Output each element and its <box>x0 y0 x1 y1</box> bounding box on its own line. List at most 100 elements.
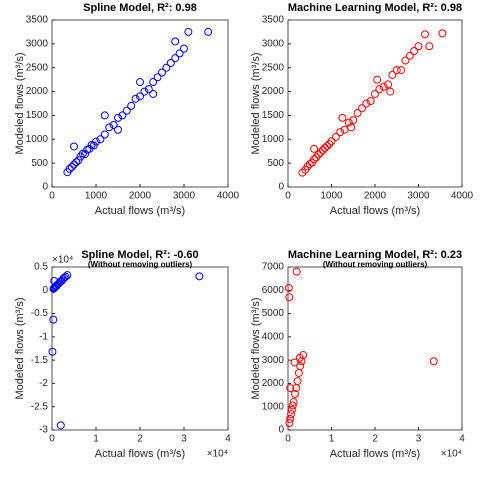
point <box>295 353 304 362</box>
y-tick-label: 0 <box>42 285 48 296</box>
point <box>349 116 358 125</box>
axes-box <box>51 266 229 431</box>
y-tick-label: 0 <box>42 182 48 193</box>
x-tick-label: 1 <box>329 434 335 445</box>
y-tick-label: -2.5 <box>31 401 49 412</box>
y-tick-label: 5000 <box>262 308 285 319</box>
point <box>65 164 74 173</box>
point <box>373 75 382 84</box>
point <box>61 272 70 281</box>
x-tick-label: 3 <box>416 434 422 445</box>
x-tick-label: 4 <box>225 434 231 445</box>
y-axis-label: Modeled flows (m³/s) <box>14 297 26 399</box>
x-axis-label: Actual flows (m³/s) <box>95 205 185 217</box>
point <box>136 92 144 101</box>
point <box>347 123 356 132</box>
point <box>74 156 83 165</box>
point <box>56 421 65 430</box>
point <box>357 104 366 113</box>
point <box>118 111 127 120</box>
point <box>314 150 323 159</box>
point <box>55 279 64 288</box>
point <box>310 155 319 164</box>
point <box>70 160 78 169</box>
point <box>100 130 109 139</box>
point <box>438 29 447 38</box>
point <box>287 405 296 414</box>
y-tick-label: 7000 <box>262 262 285 273</box>
x-tick-label: 1 <box>93 434 99 445</box>
y-tick-label: 3000 <box>262 355 285 366</box>
point <box>149 78 158 87</box>
y-axis-label: Modeled flows (m³/s) <box>250 52 262 154</box>
point <box>379 82 388 91</box>
point <box>310 144 319 153</box>
x-multiplier: ×10⁴ <box>441 449 462 460</box>
point <box>286 384 295 393</box>
y-tick-label: 0 <box>278 425 284 436</box>
point <box>289 398 298 407</box>
y-tick-label: 1500 <box>26 110 49 121</box>
x-tick-label: 0 <box>49 434 55 445</box>
y-axis-label: Modeled flows (m³/s) <box>14 52 26 154</box>
chart-title: Machine Learning Model, R²: 0.98 <box>288 2 462 14</box>
point <box>371 89 379 98</box>
point <box>180 44 188 53</box>
point <box>171 37 180 46</box>
point <box>288 401 297 410</box>
point <box>362 99 371 108</box>
axes-box <box>287 266 463 431</box>
point <box>290 389 299 398</box>
point <box>392 66 401 75</box>
chart-subtitle: (Without removing outliers) <box>323 260 428 269</box>
point <box>305 160 314 169</box>
point <box>405 51 414 60</box>
point <box>386 87 395 96</box>
point <box>414 42 423 51</box>
point <box>421 30 430 39</box>
point <box>397 66 406 75</box>
x-tick-label: 2000 <box>129 191 152 202</box>
y-tick-label: 2500 <box>26 62 49 73</box>
y-tick-label: 500 <box>267 158 284 169</box>
x-axis-label: Actual flows (m³/s) <box>330 448 420 460</box>
axes-box <box>51 19 229 188</box>
point <box>331 132 340 141</box>
x-tick-label: 4 <box>459 434 465 445</box>
chart-subtitle: (Without removing outliers) <box>88 260 193 269</box>
y-tick-label: -2 <box>39 378 48 389</box>
point <box>144 85 153 94</box>
point <box>323 141 332 150</box>
x-tick-label: 2 <box>372 434 378 445</box>
point <box>344 118 353 127</box>
point <box>100 111 109 120</box>
x-tick-label: 0 <box>285 434 291 445</box>
x-tick-label: 2000 <box>364 191 387 202</box>
y-multiplier: ×10⁴ <box>52 255 73 266</box>
point <box>425 42 434 51</box>
chart-title: Spline Model, R²: 0.98 <box>83 2 197 14</box>
point <box>109 120 118 129</box>
y-tick-label: 1000 <box>262 401 285 412</box>
point <box>48 347 57 356</box>
x-tick-label: 4000 <box>451 191 474 202</box>
y-tick-label: 6000 <box>262 285 285 296</box>
point <box>166 58 175 67</box>
axes-box <box>287 19 463 188</box>
point <box>162 63 171 72</box>
point <box>284 283 293 292</box>
point <box>105 123 114 132</box>
point <box>136 78 144 87</box>
point <box>63 271 72 280</box>
point <box>195 272 204 281</box>
y-tick-label: -0.5 <box>31 308 49 319</box>
point <box>89 141 98 150</box>
y-tick-label: 3500 <box>26 15 49 26</box>
y-tick-label: -1.5 <box>31 355 49 366</box>
y-tick-label: 2000 <box>262 378 285 389</box>
point <box>316 148 325 157</box>
x-multiplier: ×10⁴ <box>207 449 228 460</box>
y-tick-label: 2000 <box>26 86 49 97</box>
y-tick-label: 500 <box>31 158 48 169</box>
